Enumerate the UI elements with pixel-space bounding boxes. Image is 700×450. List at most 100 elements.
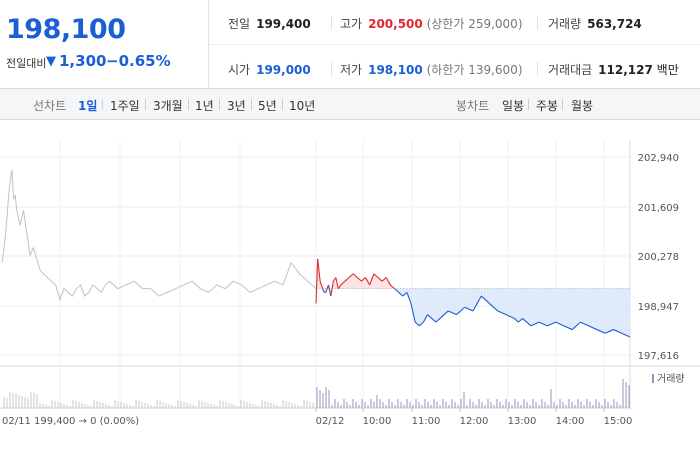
x-tick-label: 15:00 [604,416,633,427]
today-line-down [522,317,532,327]
price-chart: 202,940 201,609 200,278 198,947 197,616 거래량 02… [0,140,700,427]
tab-3month[interactable]: 3개월 [153,99,183,113]
today-line-up [361,277,366,282]
stat-amount: 거래대금 112,127 백만 [548,61,679,78]
today-line-up [385,277,391,286]
tab-1week[interactable]: 1주일 [110,99,140,113]
x-tick-label: 02/12 [316,416,345,427]
divider [219,99,220,110]
line-chart-label: 선차트 [33,99,67,113]
quote-header: 198,100 전일대비 ▼ 1,300 −0.65% 전일 199,400 고가… [0,0,700,89]
x-tick-label: 12:00 [460,416,489,427]
prev-day-label: 02/11 199,400 → 0 (0.00%) [2,416,139,427]
x-tick-label: 13:00 [508,416,537,427]
today-line-down [538,321,548,327]
today-line-down [422,314,429,323]
stat-high: 고가 200,500 (상한가 259,000) [340,15,523,32]
stat-label: 거래대금 [548,63,593,77]
today-line-up [344,277,350,282]
change-value: 1,300 [59,52,107,70]
today-line-up [369,273,375,286]
divider [282,99,283,110]
today-line-down [518,317,523,323]
volume-legend-label: 거래량 [657,373,685,385]
tab-daily[interactable]: 일봉 [502,99,525,113]
today-line-down [394,288,399,293]
today-line-down [322,288,325,293]
tab-1day[interactable]: 1일 [78,99,98,113]
today-line-up [330,281,334,297]
today-line-down [596,329,606,334]
tab-1year[interactable]: 1년 [195,99,214,113]
y-tick-label: 201,609 [638,203,679,214]
stat-sub: (하한가 139,600) [426,63,523,77]
today-line-down [410,303,416,323]
candle-chart-label: 봉차트 [456,99,490,113]
today-line-up [381,277,387,282]
today-line-up [340,280,346,286]
tab-3year[interactable]: 3년 [227,99,246,113]
today-line-up [335,277,339,289]
today-line-up [352,273,358,278]
today-line-down [513,317,519,323]
today-line-down [580,321,589,327]
today-line-down [435,317,441,323]
today-line-down [447,310,457,316]
today-line-down [480,295,490,304]
chart-tabs: 선차트 1일 1주일 3개월 1년 3년 5년 10년 봉차트 일봉 주봉 월봉 [0,89,700,120]
stat-value: 199,400 [256,17,311,31]
today-line-down [414,321,420,327]
stat-value: 112,127 [598,63,653,77]
today-line-down [613,329,622,334]
volume-legend-icon [652,374,654,383]
stat-volume: 거래량 563,724 [548,15,642,32]
today-line-up [373,273,379,278]
divider [562,99,563,110]
today-line-down [464,306,474,312]
stat-label: 저가 [340,63,363,77]
today-line-up [356,277,362,282]
today-line-down [439,310,449,319]
divider [145,99,146,110]
divider [188,99,189,110]
today-line-down [555,321,565,327]
today-line-down [497,310,507,316]
tab-10year[interactable]: 10년 [289,99,316,113]
stat-value: 200,500 [368,17,423,31]
today-line-down [398,291,404,297]
tab-5year[interactable]: 5년 [258,99,277,113]
today-line-up [365,277,371,286]
stat-value: 198,100 [368,63,423,77]
x-tick-label: 10:00 [363,416,392,427]
current-price: 198,100 [6,14,126,45]
divider [528,99,529,110]
divider [537,62,538,76]
stat-prev-close: 전일 199,400 [228,15,311,32]
x-tick-label: 11:00 [412,416,441,427]
today-line-down [489,303,499,312]
stat-unit: 백만 [656,63,679,77]
divider [102,99,103,110]
tab-weekly[interactable]: 주봉 [536,99,559,113]
prev-day-line [1,169,317,302]
above-close-area [316,258,630,289]
today-line-down [456,306,466,316]
today-line-down [563,325,573,331]
today-line-up [390,284,395,290]
tab-monthly[interactable]: 월봉 [571,99,594,113]
today-line-down [472,295,482,312]
row-divider [209,44,700,45]
stat-label: 시가 [228,63,251,77]
divider [331,62,332,76]
y-tick-label: 202,940 [638,153,679,164]
x-tick-label: 14:00 [556,416,585,427]
today-line-up [348,273,354,278]
today-line-down [406,292,412,304]
y-tick-label: 197,616 [638,351,679,362]
today-line-down [427,314,433,319]
today-line-down [505,314,515,319]
today-line-down [418,321,424,327]
today-line-up [325,284,329,293]
today-line-up [315,258,319,304]
today-line-down [588,325,598,331]
